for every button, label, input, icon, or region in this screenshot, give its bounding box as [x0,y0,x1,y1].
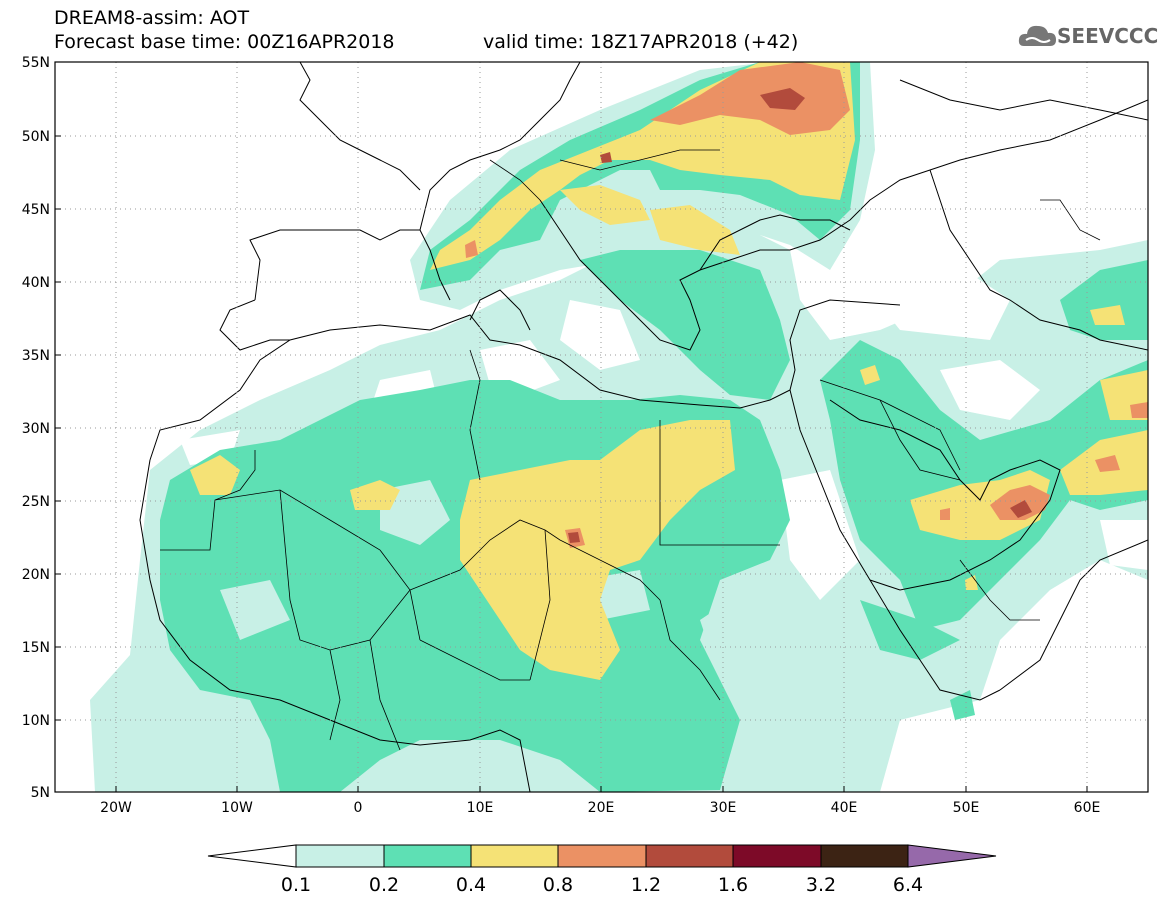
cloud-icon [1018,25,1056,46]
colorbar-swatch [820,844,909,868]
colorbar-swatch [557,844,647,868]
colorbar-label: 0.4 [456,874,486,896]
lon-label: 10E [467,800,494,816]
lat-label: 30N [22,421,50,437]
lon-label: 20E [588,800,615,816]
colorbar-label: 0.8 [543,874,573,896]
colorbar-label: 3.2 [806,874,836,896]
colorbar-label: 1.6 [718,874,748,896]
logo-text: SEEVCCC [1057,24,1159,48]
lon-label: 50E [953,800,980,816]
colorbar-swatch [645,844,734,868]
colorbar-label: 6.4 [893,874,923,896]
colorbar-swatch [383,844,472,868]
colorbar-swatch [470,844,559,868]
longitude-labels: 20W 10W 0 10E 20E 30E 40E 50E 60E [100,800,1100,816]
lon-label: 10W [221,800,253,816]
lon-label: 0 [354,800,363,816]
colorbar-over-arrow [907,844,997,868]
lat-label: 25N [22,494,50,510]
lon-label: 30E [710,800,737,816]
lon-label: 40E [831,800,858,816]
lat-label: 10N [22,713,50,729]
colorbar-label: 0.1 [281,874,311,896]
colorbar-under-arrow [207,844,297,868]
lat-label: 35N [22,348,50,364]
colorbar-swatch [732,844,822,868]
lat-label: 5N [31,785,50,801]
colorbar-label: 1.2 [631,874,661,896]
tick-marks [55,61,1088,793]
lat-label: 55N [22,55,50,71]
lat-label: 20N [22,567,50,583]
valid-time: valid time: 18Z17APR2018 (+42) [483,31,799,53]
coastlines [139,62,1148,792]
lat-label: 40N [22,275,50,291]
borders [160,149,1101,751]
colorbar-swatch [295,844,385,868]
latitude-labels: 55N 50N 45N 40N 35N 30N 25N 20N 15N 10N … [22,55,50,801]
colorbar: 0.1 0.2 0.4 0.8 1.2 1.6 3.2 6.4 [207,844,997,896]
seevccc-logo [1018,20,1158,54]
gridlines [55,62,1148,792]
map-title: DREAM8-assim: AOT [54,7,250,29]
colorbar-label: 0.2 [369,874,399,896]
lat-label: 15N [22,640,50,656]
lon-label: 20W [100,800,132,816]
lat-label: 50N [22,129,50,145]
lat-label: 45N [22,202,50,218]
forecast-base-time: Forecast base time: 00Z16APR2018 [54,31,395,53]
lon-label: 60E [1074,800,1101,816]
